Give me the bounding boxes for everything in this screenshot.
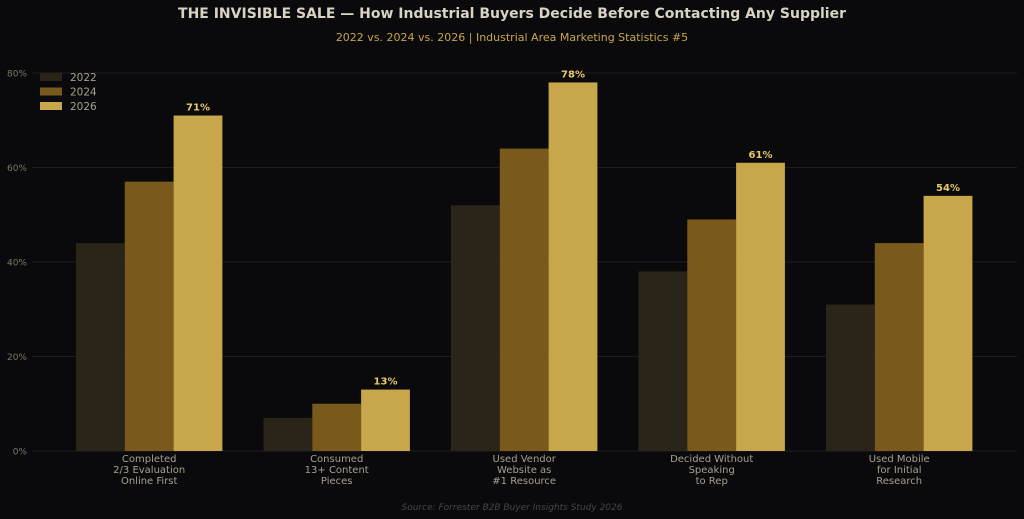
data-label: 54%: [936, 183, 960, 194]
bar-2024-1: [312, 403, 362, 451]
bar-2024-3: [687, 219, 737, 451]
legend-swatch-2026: [40, 102, 62, 110]
legend-swatch-2024: [40, 87, 62, 96]
data-label: 61%: [749, 150, 773, 161]
bar-2024-0: [124, 181, 174, 452]
x-tick-label: Decided Without: [670, 454, 753, 465]
legend-label: 2024: [70, 87, 97, 99]
x-tick-label: Research: [876, 476, 922, 487]
bar-2024-2: [499, 148, 549, 451]
bar-2022-4: [826, 304, 875, 451]
source-note: Source: Forrester B2B Buyer Insights Stu…: [402, 503, 623, 513]
bar-2022-0: [76, 243, 125, 451]
bar-2022-1: [263, 417, 313, 451]
x-tick-label: Website as: [497, 465, 551, 476]
y-tick-label: 60%: [7, 164, 27, 174]
data-label: 13%: [374, 377, 398, 388]
legend-swatch-2022: [40, 73, 62, 81]
chart-title: THE INVISIBLE SALE — How Industrial Buye…: [178, 6, 846, 22]
bar-2026-4: [923, 195, 973, 451]
x-tick-label: 2/3 Evaluation: [113, 465, 185, 476]
bar-2022-3: [638, 271, 688, 451]
legend: 2022 2024 2026: [40, 72, 97, 113]
x-tick-label: Speaking: [689, 465, 735, 476]
data-labels: 71% 13% 78% 61% 54%: [186, 69, 960, 387]
y-tick-label: 0%: [13, 448, 28, 458]
bar-2022-2: [451, 205, 500, 451]
x-tick-label: Used Mobile: [869, 454, 930, 465]
x-tick-label: Online First: [121, 476, 178, 487]
legend-label: 2022: [70, 72, 97, 84]
chart-subtitle: 2022 vs. 2024 vs. 2026 | Industrial Area…: [336, 31, 688, 44]
x-tick-label: Consumed: [310, 454, 363, 465]
legend-label: 2026: [70, 101, 97, 113]
y-tick-label: 80%: [7, 70, 27, 80]
bars: [76, 82, 973, 452]
bar-2024-4: [874, 243, 924, 451]
y-tick-label: 20%: [7, 353, 27, 363]
bar-2026-2: [548, 82, 598, 451]
x-tick-label: Used Vendor: [493, 454, 557, 465]
bar-2026-1: [361, 389, 410, 451]
x-tick-label: 13+ Content: [305, 465, 369, 476]
bar-2026-3: [736, 162, 785, 451]
x-tick-label: to Rep: [696, 476, 728, 487]
y-axis: 0% 20% 40% 60% 80%: [7, 70, 27, 458]
x-tick-label: #1 Resource: [492, 476, 556, 487]
bar-2026-0: [173, 115, 223, 452]
x-tick-label: Completed: [122, 454, 177, 465]
data-label: 78%: [561, 69, 585, 80]
x-tick-label: Pieces: [321, 476, 353, 487]
data-label: 71%: [186, 103, 210, 114]
y-tick-label: 40%: [7, 259, 27, 269]
x-tick-label: for Initial: [877, 465, 922, 476]
